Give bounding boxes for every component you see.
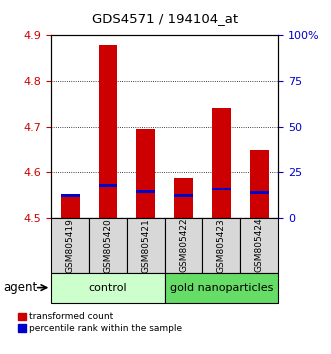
Bar — [165, 218, 203, 273]
Bar — [127, 218, 165, 273]
Bar — [136, 190, 155, 193]
Bar — [136, 129, 155, 218]
Text: GSM805419: GSM805419 — [66, 218, 75, 273]
Bar — [250, 150, 268, 218]
Text: GSM805423: GSM805423 — [217, 218, 226, 273]
Text: gold nanoparticles: gold nanoparticles — [170, 282, 273, 293]
Bar — [89, 218, 127, 273]
Text: GSM805424: GSM805424 — [255, 218, 264, 273]
Text: GSM805420: GSM805420 — [104, 218, 113, 273]
Text: GSM805421: GSM805421 — [141, 218, 150, 273]
Text: GDS4571 / 194104_at: GDS4571 / 194104_at — [92, 12, 239, 25]
Bar — [99, 45, 118, 218]
Bar — [61, 194, 80, 197]
Text: GSM805422: GSM805422 — [179, 218, 188, 273]
Text: agent: agent — [3, 281, 37, 294]
Text: control: control — [89, 282, 127, 293]
Legend: transformed count, percentile rank within the sample: transformed count, percentile rank withi… — [18, 313, 183, 333]
Bar — [240, 218, 278, 273]
Bar — [99, 184, 118, 187]
Bar — [51, 273, 165, 303]
Bar — [61, 197, 80, 218]
Bar — [165, 273, 278, 303]
Bar — [174, 194, 193, 197]
Bar — [51, 218, 89, 273]
Bar — [212, 188, 231, 190]
Bar — [250, 191, 268, 194]
Bar — [212, 108, 231, 218]
Bar — [203, 218, 240, 273]
Bar — [174, 178, 193, 218]
